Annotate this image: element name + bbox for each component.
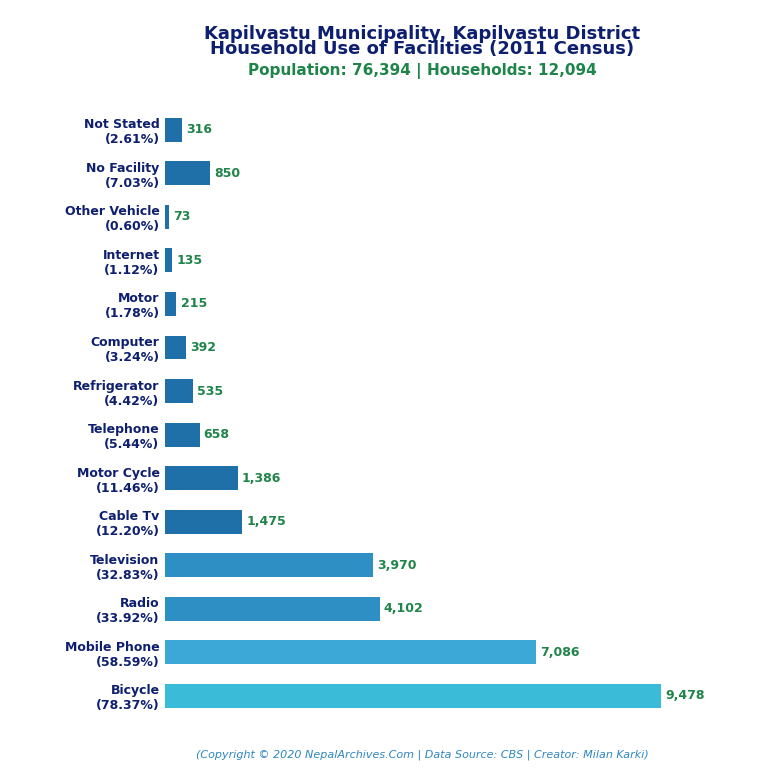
Text: Household Use of Facilities (2011 Census): Household Use of Facilities (2011 Census… — [210, 40, 634, 58]
Bar — [165, 510, 242, 534]
Bar — [165, 466, 237, 490]
Text: 215: 215 — [180, 297, 207, 310]
Text: 1,386: 1,386 — [242, 472, 281, 485]
Bar — [165, 422, 200, 446]
Bar — [165, 336, 186, 359]
Text: Population: 76,394 | Households: 12,094: Population: 76,394 | Households: 12,094 — [248, 63, 597, 79]
Text: 7,086: 7,086 — [540, 646, 579, 659]
Bar — [165, 553, 372, 578]
Text: Kapilvastu Municipality, Kapilvastu District: Kapilvastu Municipality, Kapilvastu Dist… — [204, 25, 641, 42]
Text: 9,478: 9,478 — [665, 690, 704, 702]
Bar — [165, 597, 379, 621]
Text: 135: 135 — [177, 254, 203, 267]
Text: 658: 658 — [204, 428, 230, 441]
Bar — [165, 248, 172, 273]
Text: 392: 392 — [190, 341, 216, 354]
Text: 73: 73 — [173, 210, 190, 223]
Bar — [165, 292, 177, 316]
Bar — [165, 161, 210, 185]
Text: 535: 535 — [197, 385, 223, 398]
Text: 1,475: 1,475 — [247, 515, 286, 528]
Text: 3,970: 3,970 — [377, 558, 416, 571]
Text: 4,102: 4,102 — [384, 602, 424, 615]
Bar — [165, 379, 193, 403]
Bar — [165, 684, 660, 708]
Bar — [165, 205, 169, 229]
Text: 850: 850 — [214, 167, 240, 180]
Text: (Copyright © 2020 NepalArchives.Com | Data Source: CBS | Creator: Milan Karki): (Copyright © 2020 NepalArchives.Com | Da… — [196, 750, 649, 760]
Bar — [165, 641, 536, 664]
Bar — [165, 118, 182, 142]
Text: 316: 316 — [186, 124, 212, 136]
